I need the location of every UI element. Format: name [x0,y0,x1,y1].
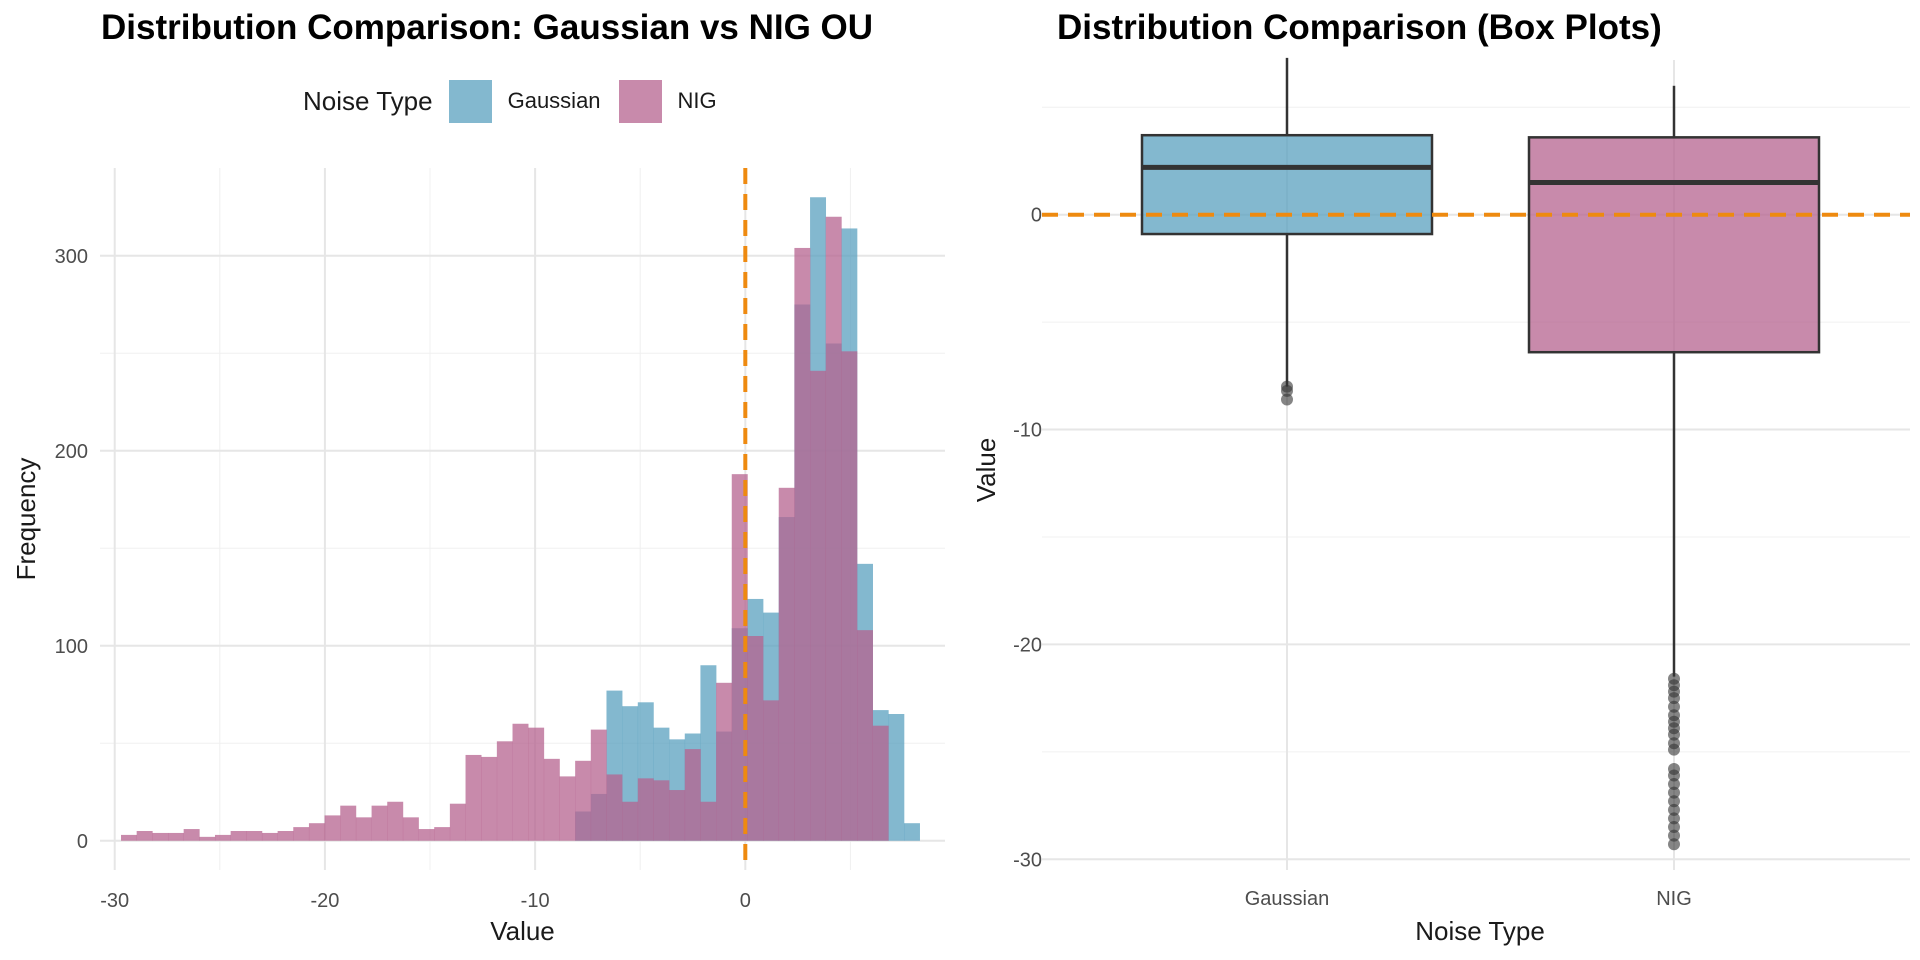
outlier-point-nig [1668,769,1680,782]
outlier-point-nig [1668,829,1680,842]
histogram-bar-nig [653,780,670,841]
histogram-bar-nig [684,749,701,841]
legend-title: Noise Type [303,85,433,116]
histogram-title: Distribution Comparison: Gaussian vs NIG… [101,8,874,47]
outlier-point-nig [1668,786,1680,799]
histogram-bar-gaussian [888,714,905,841]
histogram-bar-nig [528,727,545,841]
y-tick-label: 300 [55,246,88,268]
y-tick-label: 0 [1031,205,1042,227]
histogram-bar-nig [763,700,780,841]
outlier-point-gaussian [1281,393,1293,406]
legend-label-nig: NIG [677,88,717,113]
histogram-bar-nig [246,831,263,841]
boxplot-title: Distribution Comparison (Box Plots) [1057,8,1662,47]
outlier-point-nig [1668,821,1680,834]
histogram-bar-nig [496,741,513,841]
histogram-bar-nig [277,831,294,841]
histogram-bar-nig [152,832,169,841]
outlier-point-nig [1668,728,1680,741]
histogram-bar-nig [825,216,842,841]
histogram-bar-gaussian [904,823,920,841]
histogram-bar-nig [543,758,560,841]
histogram-bar-nig [418,829,435,841]
histogram-bar-nig [700,801,717,841]
histogram-bar-nig [637,778,654,841]
y-tick-label: -20 [1013,634,1042,656]
x-tick-label: 0 [740,890,751,912]
histogram-bar-nig [575,760,592,841]
x-tick-label: -20 [310,890,339,912]
histogram-bar-nig [340,805,357,841]
histogram-bar-nig [794,247,811,841]
y-tick-label: 0 [77,831,88,853]
x-tick-label-gaussian: Gaussian [1245,888,1330,910]
histogram-bar-nig [559,776,576,841]
x-axis-label: Noise Type [1415,916,1545,946]
outlier-point-nig [1668,838,1680,851]
x-tick-label-nig: NIG [1656,888,1692,910]
histogram-bar-nig [136,831,153,841]
box-nig [1527,136,1821,354]
histogram-bar-nig [778,487,795,841]
boxplot-panel: 0 -10 -20 -30 Gaussian NIG Noise Type Value [971,57,1910,946]
y-axis-label: Frequency [11,458,41,581]
histogram-bar-nig [261,832,278,841]
histogram-bar-nig [230,831,247,841]
outlier-point-nig [1668,743,1680,756]
histogram-bar-nig [731,474,748,841]
histogram-bar-nig [387,801,404,841]
histogram-bar-nig [434,827,451,841]
histogram-bar-nig [857,630,873,841]
histogram-bar-nig [355,817,372,841]
histogram-bar-nig [121,834,137,841]
x-axis-label: Value [490,916,555,946]
histogram-bar-nig [590,729,607,841]
histogram-bar-nig [810,370,827,841]
legend-key-gaussian [448,79,492,123]
histogram-bar-nig [669,790,686,841]
histogram-bar-nig [214,834,231,841]
outlier-point-nig [1668,812,1680,825]
legend-key-nig [618,79,662,123]
x-tick-label: -10 [521,890,550,912]
x-tick-label: -30 [100,890,129,912]
histogram-panel: -30 -20 -10 0 0 100 200 300 Value Frequency [11,168,945,946]
outlier-point-nig [1668,803,1680,816]
legend: Noise Type Gaussian NIG [303,78,735,124]
y-axis-label: Value [971,438,1001,503]
histogram-bar-nig [308,823,325,841]
outlier-point-nig [1668,778,1680,791]
histogram-bar-nig [747,636,764,841]
histogram-bar-nig [872,725,889,841]
histogram-bar-nig [371,805,388,841]
y-tick-label: -30 [1013,849,1042,871]
histogram-bar-nig [606,774,623,841]
histogram-bar-gaussian [700,665,717,841]
histogram-bar-nig [481,756,498,841]
histogram-bar-nig [622,801,639,841]
histogram-bar-nig [199,836,216,841]
histogram-bar-nig [183,829,200,841]
y-tick-label: 200 [55,441,88,463]
histogram-bar-nig [324,815,341,841]
box-gaussian [1140,133,1434,236]
histogram-bar-nig [402,817,419,841]
legend-label-gaussian: Gaussian [507,88,601,113]
y-tick-label: -10 [1013,420,1042,442]
outlier-point-nig [1668,692,1680,705]
outlier-point-nig [1668,795,1680,808]
histogram-bar-nig [449,803,466,841]
outlier-point-gaussian [1281,384,1293,397]
histogram-bar-nig [293,827,310,841]
y-tick-label: 100 [55,636,88,658]
histogram-bar-nig [841,351,858,841]
histogram-bar-nig [167,832,184,841]
histogram-bar-nig [512,723,529,841]
outlier-point-nig [1668,700,1680,713]
histogram-bar-nig [465,754,482,841]
histogram-bar-nig [716,682,733,841]
